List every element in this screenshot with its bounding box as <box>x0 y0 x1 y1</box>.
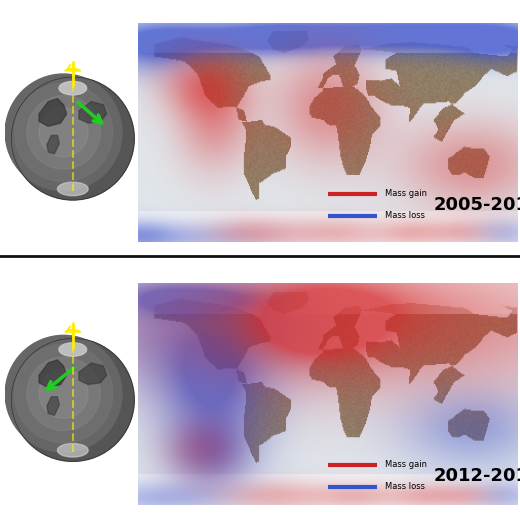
Polygon shape <box>79 363 107 384</box>
Polygon shape <box>39 360 67 387</box>
Text: 2012-2015: 2012-2015 <box>434 467 520 485</box>
Ellipse shape <box>57 182 88 196</box>
Circle shape <box>27 357 100 431</box>
Polygon shape <box>47 136 59 154</box>
Circle shape <box>15 345 113 443</box>
Text: Mass gain: Mass gain <box>384 460 426 469</box>
Circle shape <box>27 96 100 170</box>
Polygon shape <box>79 102 107 123</box>
Polygon shape <box>47 397 59 415</box>
Circle shape <box>39 108 88 157</box>
Text: Mass gain: Mass gain <box>384 189 426 199</box>
Text: Mass loss: Mass loss <box>384 483 424 491</box>
Circle shape <box>5 74 122 191</box>
Circle shape <box>5 335 122 452</box>
Circle shape <box>11 77 134 200</box>
Text: Mass loss: Mass loss <box>384 211 424 220</box>
Ellipse shape <box>59 82 87 95</box>
Circle shape <box>39 369 88 418</box>
Polygon shape <box>39 99 67 126</box>
Circle shape <box>15 83 113 181</box>
Ellipse shape <box>57 444 88 457</box>
Circle shape <box>11 339 134 461</box>
Text: 2005-2011: 2005-2011 <box>434 196 520 214</box>
Ellipse shape <box>59 343 87 356</box>
